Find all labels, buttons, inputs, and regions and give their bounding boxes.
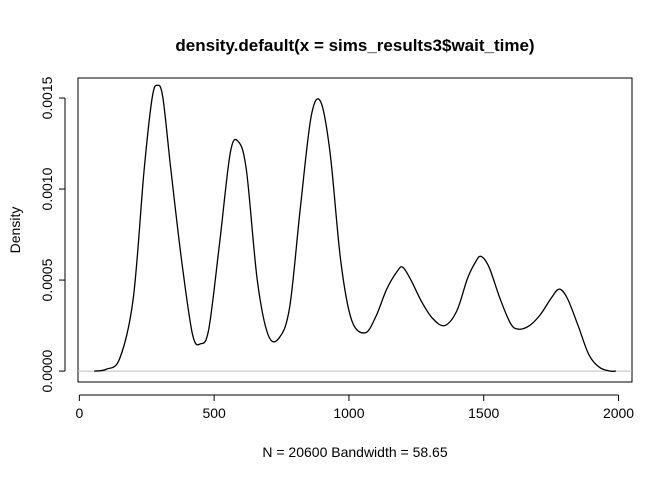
x-axis-label: N = 20600 Bandwidth = 58.65 [262, 444, 447, 460]
plot-frame [77, 77, 633, 383]
x-tick-label: 0 [75, 405, 83, 421]
y-tick-label: 0.0010 [39, 167, 55, 210]
y-axis-label: Density [7, 207, 23, 254]
y-tick-label: 0.0000 [39, 349, 55, 392]
x-tick-label: 1000 [333, 405, 364, 421]
y-axis: 0.0000 0.0005 0.0010 0.0015 [39, 76, 66, 392]
x-tick-label: 2000 [603, 405, 634, 421]
x-axis: 0 500 1000 1500 2000 [75, 394, 634, 421]
x-tick-label: 500 [202, 405, 226, 421]
y-tick-label: 0.0005 [39, 258, 55, 301]
chart-title: density.default(x = sims_results3$wait_t… [175, 36, 534, 55]
y-tick-label: 0.0015 [39, 76, 55, 119]
density-curve [94, 84, 616, 372]
x-tick-label: 1500 [468, 405, 499, 421]
